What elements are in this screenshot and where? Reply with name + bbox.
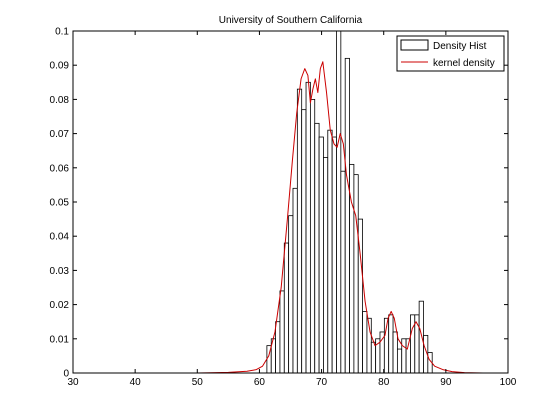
histogram-bar — [410, 314, 416, 374]
x-tick-label: 70 — [316, 377, 328, 388]
legend-kde-label: kernel density — [433, 58, 495, 69]
legend-hist-swatch — [400, 39, 429, 51]
y-tick-label: 0.07 — [50, 129, 70, 140]
x-tick-label: 30 — [67, 377, 79, 388]
x-tick-label: 100 — [500, 377, 517, 388]
histogram-bar — [331, 136, 337, 374]
y-tick-label: 0.08 — [50, 95, 70, 106]
histogram-bar — [309, 99, 316, 374]
kernel-density-line — [122, 61, 484, 374]
histogram-bar — [336, 30, 342, 374]
histogram-bar — [314, 122, 320, 374]
y-tick-label: 0.01 — [50, 334, 70, 345]
histogram-bar — [340, 170, 346, 374]
x-tick-label: 50 — [192, 377, 204, 388]
x-axis-ticks: 30 40 50 60 70 80 90 100 — [67, 31, 517, 388]
histogram-bar — [292, 187, 298, 374]
histogram-bars — [266, 30, 433, 374]
histogram-bar — [296, 88, 303, 374]
histogram-bar — [288, 215, 294, 374]
y-tick-label: 0 — [63, 369, 69, 380]
histogram-bar — [318, 136, 324, 374]
y-tick-label: 0.09 — [50, 61, 70, 72]
histogram-bar — [418, 300, 424, 374]
histogram-bar — [353, 174, 359, 374]
histogram-bar — [283, 242, 290, 374]
y-tick-label: 0.03 — [50, 266, 70, 277]
histogram-bar — [401, 338, 407, 374]
histogram-bar — [392, 331, 398, 374]
histogram-bar — [279, 290, 285, 374]
chart-title: University of Southern California — [219, 15, 363, 26]
x-tick-label: 90 — [440, 377, 452, 388]
histogram-bar — [379, 331, 385, 374]
histogram-bar — [275, 321, 281, 374]
x-tick-label: 40 — [130, 377, 142, 388]
y-tick-label: 0.04 — [50, 232, 70, 243]
histogram-bar — [362, 311, 368, 374]
x-tick-label: 80 — [378, 377, 390, 388]
histogram-bar — [305, 81, 311, 374]
x-tick-label: 60 — [254, 377, 266, 388]
histogram-bar — [301, 109, 307, 374]
histogram-bar — [388, 314, 394, 374]
histogram-bar — [396, 348, 403, 374]
legend-hist-label: Density Hist — [433, 41, 487, 52]
histogram-bar — [370, 341, 377, 374]
y-tick-label: 0.05 — [50, 198, 70, 209]
histogram-bar — [344, 57, 350, 374]
y-tick-label: 0.06 — [50, 163, 70, 174]
y-tick-label: 0.02 — [50, 300, 70, 311]
kernel-density-curve-layer — [122, 61, 484, 374]
histogram-bar — [327, 129, 333, 374]
histogram-bar — [323, 157, 329, 374]
legend: Density Hist kernel density — [396, 35, 505, 72]
y-tick-label: 0.1 — [55, 27, 69, 38]
y-axis-ticks: 0 0.01 0.02 0.03 0.04 0.05 0.06 0.07 0.08 0.09 0.1 — [50, 27, 508, 380]
